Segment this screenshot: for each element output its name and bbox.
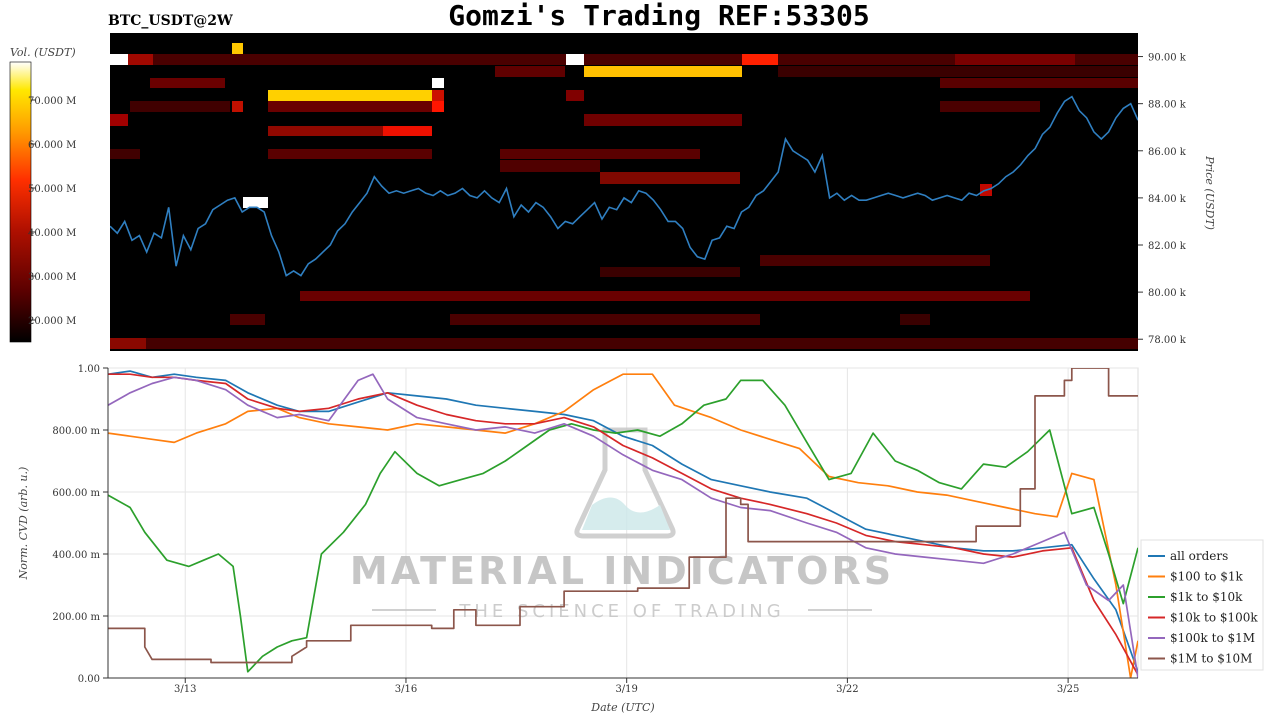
date-axis-label: Date (UTC) bbox=[590, 701, 654, 714]
colorbar-tick-label: 40.000 M bbox=[28, 228, 76, 239]
order-book-heatmap bbox=[110, 43, 1138, 349]
price-line bbox=[110, 95, 1138, 277]
colorbar-tick-label: 30.000 M bbox=[28, 272, 76, 283]
date-tick-label: 3/22 bbox=[836, 684, 858, 695]
cvd-series bbox=[108, 368, 1138, 678]
colorbar bbox=[9, 61, 32, 343]
colorbar-tick-label: 60.000 M bbox=[28, 140, 76, 151]
legend-entry: $1k to $10k bbox=[1170, 590, 1243, 604]
price-tick-label: 88.00 k bbox=[1148, 100, 1187, 111]
legend-entry: $100 to $1k bbox=[1170, 570, 1243, 584]
cvd-line-all-orders bbox=[108, 370, 1138, 673]
price-tick-label: 82.00 k bbox=[1148, 241, 1187, 252]
legend-entry: $100k to $1M bbox=[1170, 631, 1255, 645]
legend-entry: $1M to $10M bbox=[1170, 652, 1252, 666]
flask-icon bbox=[574, 427, 676, 539]
price-tick-label: 90.00 k bbox=[1148, 53, 1187, 64]
date-tick-label: 3/25 bbox=[1057, 684, 1079, 695]
legend-entry: $10k to $100k bbox=[1170, 611, 1258, 625]
colorbar-label: Vol. (USDT) bbox=[10, 46, 76, 59]
price-tick-label: 80.00 k bbox=[1148, 288, 1187, 299]
chart-title: Gomzi's Trading REF:53305 bbox=[448, 0, 869, 32]
cvd-y-axis: 1.00 800.00 m 600.00 m 400.00 m 200.00 m 0.00 bbox=[52, 364, 108, 685]
cvd-line--1m-to-10m bbox=[108, 368, 1138, 664]
cvd-line--100k-to-1m bbox=[108, 373, 1138, 678]
price-tick-label: 78.00 k bbox=[1148, 335, 1187, 346]
cvd-tick-label: 800.00 m bbox=[52, 426, 100, 437]
price-tick-label: 84.00 k bbox=[1148, 194, 1187, 205]
date-tick-label: 3/13 bbox=[174, 684, 196, 695]
cvd-x-axis: 3/13 3/16 3/19 3/22 3/25 bbox=[174, 678, 1079, 695]
watermark-sub: THE SCIENCE OF TRADING bbox=[458, 601, 784, 622]
cvd-line--10k-to-100k bbox=[108, 373, 1138, 676]
legend-entry: all orders bbox=[1170, 549, 1228, 563]
date-tick-label: 3/16 bbox=[395, 684, 417, 695]
cvd-tick-label: 400.00 m bbox=[52, 550, 100, 561]
colorbar-tick-label: 20.000 M bbox=[28, 316, 76, 327]
date-tick-label: 3/19 bbox=[615, 684, 637, 695]
legend: all orders $100 to $1k $1k to $10k $10k to … bbox=[1140, 539, 1264, 671]
heatmap bbox=[110, 43, 1138, 349]
colorbar-ticks: 70.000 M 60.000 M 50.000 M 40.000 M 30.000 M… bbox=[28, 96, 76, 327]
cvd-tick-label: 600.00 m bbox=[52, 488, 100, 499]
cvd-tick-label: 1.00 bbox=[78, 364, 100, 375]
legend-box bbox=[1140, 539, 1264, 671]
cvd-tick-label: 0.00 bbox=[78, 674, 100, 685]
price-tick-label: 86.00 k bbox=[1148, 147, 1187, 158]
colorbar-tick-label: 50.000 M bbox=[28, 184, 76, 195]
watermark-main: MATERIAL INDICATORS bbox=[350, 549, 894, 593]
colorbar-tick-label: 70.000 M bbox=[28, 96, 76, 107]
cvd-tick-label: 200.00 m bbox=[52, 612, 100, 623]
price-axis-label: Price (USDT) bbox=[1203, 155, 1216, 230]
symbol-label: BTC_USDT@2W bbox=[108, 13, 233, 29]
price-axis: 90.00 k 88.00 k 86.00 k 84.00 k 82.00 k 80.00… bbox=[1138, 53, 1187, 346]
cvd-axis-label: Norm. CVD (arb. u.) bbox=[17, 467, 30, 581]
